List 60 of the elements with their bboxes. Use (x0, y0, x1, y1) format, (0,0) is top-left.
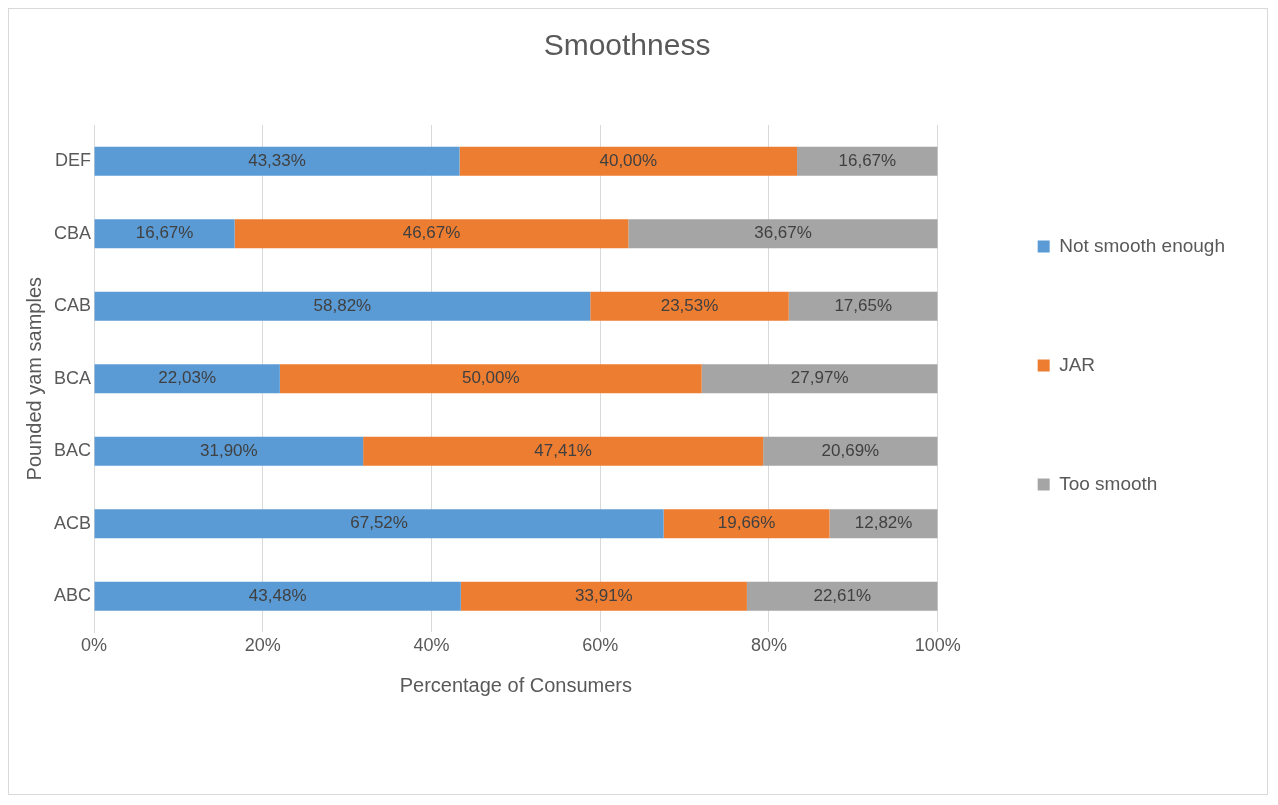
bar (94, 146, 460, 176)
bar (590, 291, 789, 321)
bar (94, 364, 280, 394)
data-label: 58,82% (313, 295, 372, 315)
bar (94, 509, 664, 539)
data-label: 36,67% (754, 223, 812, 243)
data-label: 31,90% (199, 440, 258, 460)
y-tick-label: BAC (54, 440, 92, 461)
bar (763, 436, 938, 466)
legend-label: JAR (1059, 353, 1096, 375)
data-label: 23,53% (660, 295, 719, 315)
y-tick-label: BCA (54, 367, 92, 388)
data-label: 43,48% (248, 585, 307, 605)
y-tick-label: ACB (54, 512, 92, 533)
y-axis-title: Pounded yam samples (22, 276, 45, 481)
data-label: 22,61% (813, 585, 872, 605)
y-tick-label: CAB (54, 295, 92, 316)
bar (628, 219, 938, 249)
bar (94, 291, 591, 321)
bar (460, 581, 747, 611)
data-label: 17,65% (834, 295, 893, 315)
data-label: 22,03% (158, 368, 217, 388)
data-label: 46,67% (402, 223, 461, 243)
bar (94, 436, 364, 466)
data-label: 16,67% (838, 150, 897, 170)
data-label: 12,82% (854, 513, 913, 533)
x-axis-title: Percentage of Consumers (399, 673, 633, 696)
bar (279, 364, 702, 394)
x-tick-label: 80% (750, 635, 787, 656)
data-label: 67,52% (350, 513, 408, 533)
x-tick-label: 40% (413, 635, 450, 656)
bar (746, 581, 938, 611)
data-label: 33,91% (575, 585, 633, 605)
bar (363, 436, 764, 466)
data-label: 43,33% (248, 150, 306, 170)
data-label: 27,97% (790, 368, 849, 388)
bar (234, 219, 629, 249)
legend-label: Not smooth enough (1059, 234, 1226, 256)
y-tick-label: DEF (55, 150, 92, 171)
bar (94, 219, 235, 249)
data-label: 19,66% (717, 513, 776, 533)
bar (663, 509, 830, 539)
chart-title: Smoothness (543, 28, 711, 62)
data-label: 20,69% (821, 440, 880, 460)
bar (701, 364, 938, 394)
bar (94, 581, 461, 611)
data-label: 16,67% (135, 223, 194, 243)
bar (797, 146, 938, 176)
x-tick-label: 60% (582, 635, 619, 656)
x-tick-label: 20% (244, 635, 281, 656)
x-tick-label: 0% (81, 635, 108, 656)
y-tick-label: ABC (54, 585, 92, 606)
data-label: 47,41% (534, 440, 592, 460)
bar (459, 146, 798, 176)
data-label: 50,00% (461, 368, 520, 388)
y-tick-label: CBA (54, 222, 92, 243)
x-tick-label: 100% (914, 635, 961, 656)
legend-label: Too smooth (1059, 472, 1158, 494)
data-label: 40,00% (599, 150, 658, 170)
bar (788, 291, 938, 321)
